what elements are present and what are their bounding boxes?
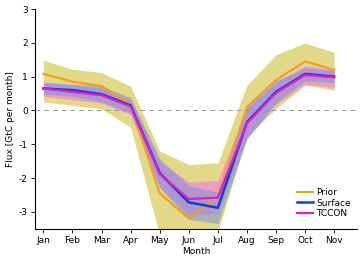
X-axis label: Month: Month bbox=[182, 247, 210, 256]
Legend: Prior, Surface, TCCON: Prior, Surface, TCCON bbox=[295, 187, 353, 220]
Y-axis label: Flux [GtC per month]: Flux [GtC per month] bbox=[5, 71, 15, 167]
